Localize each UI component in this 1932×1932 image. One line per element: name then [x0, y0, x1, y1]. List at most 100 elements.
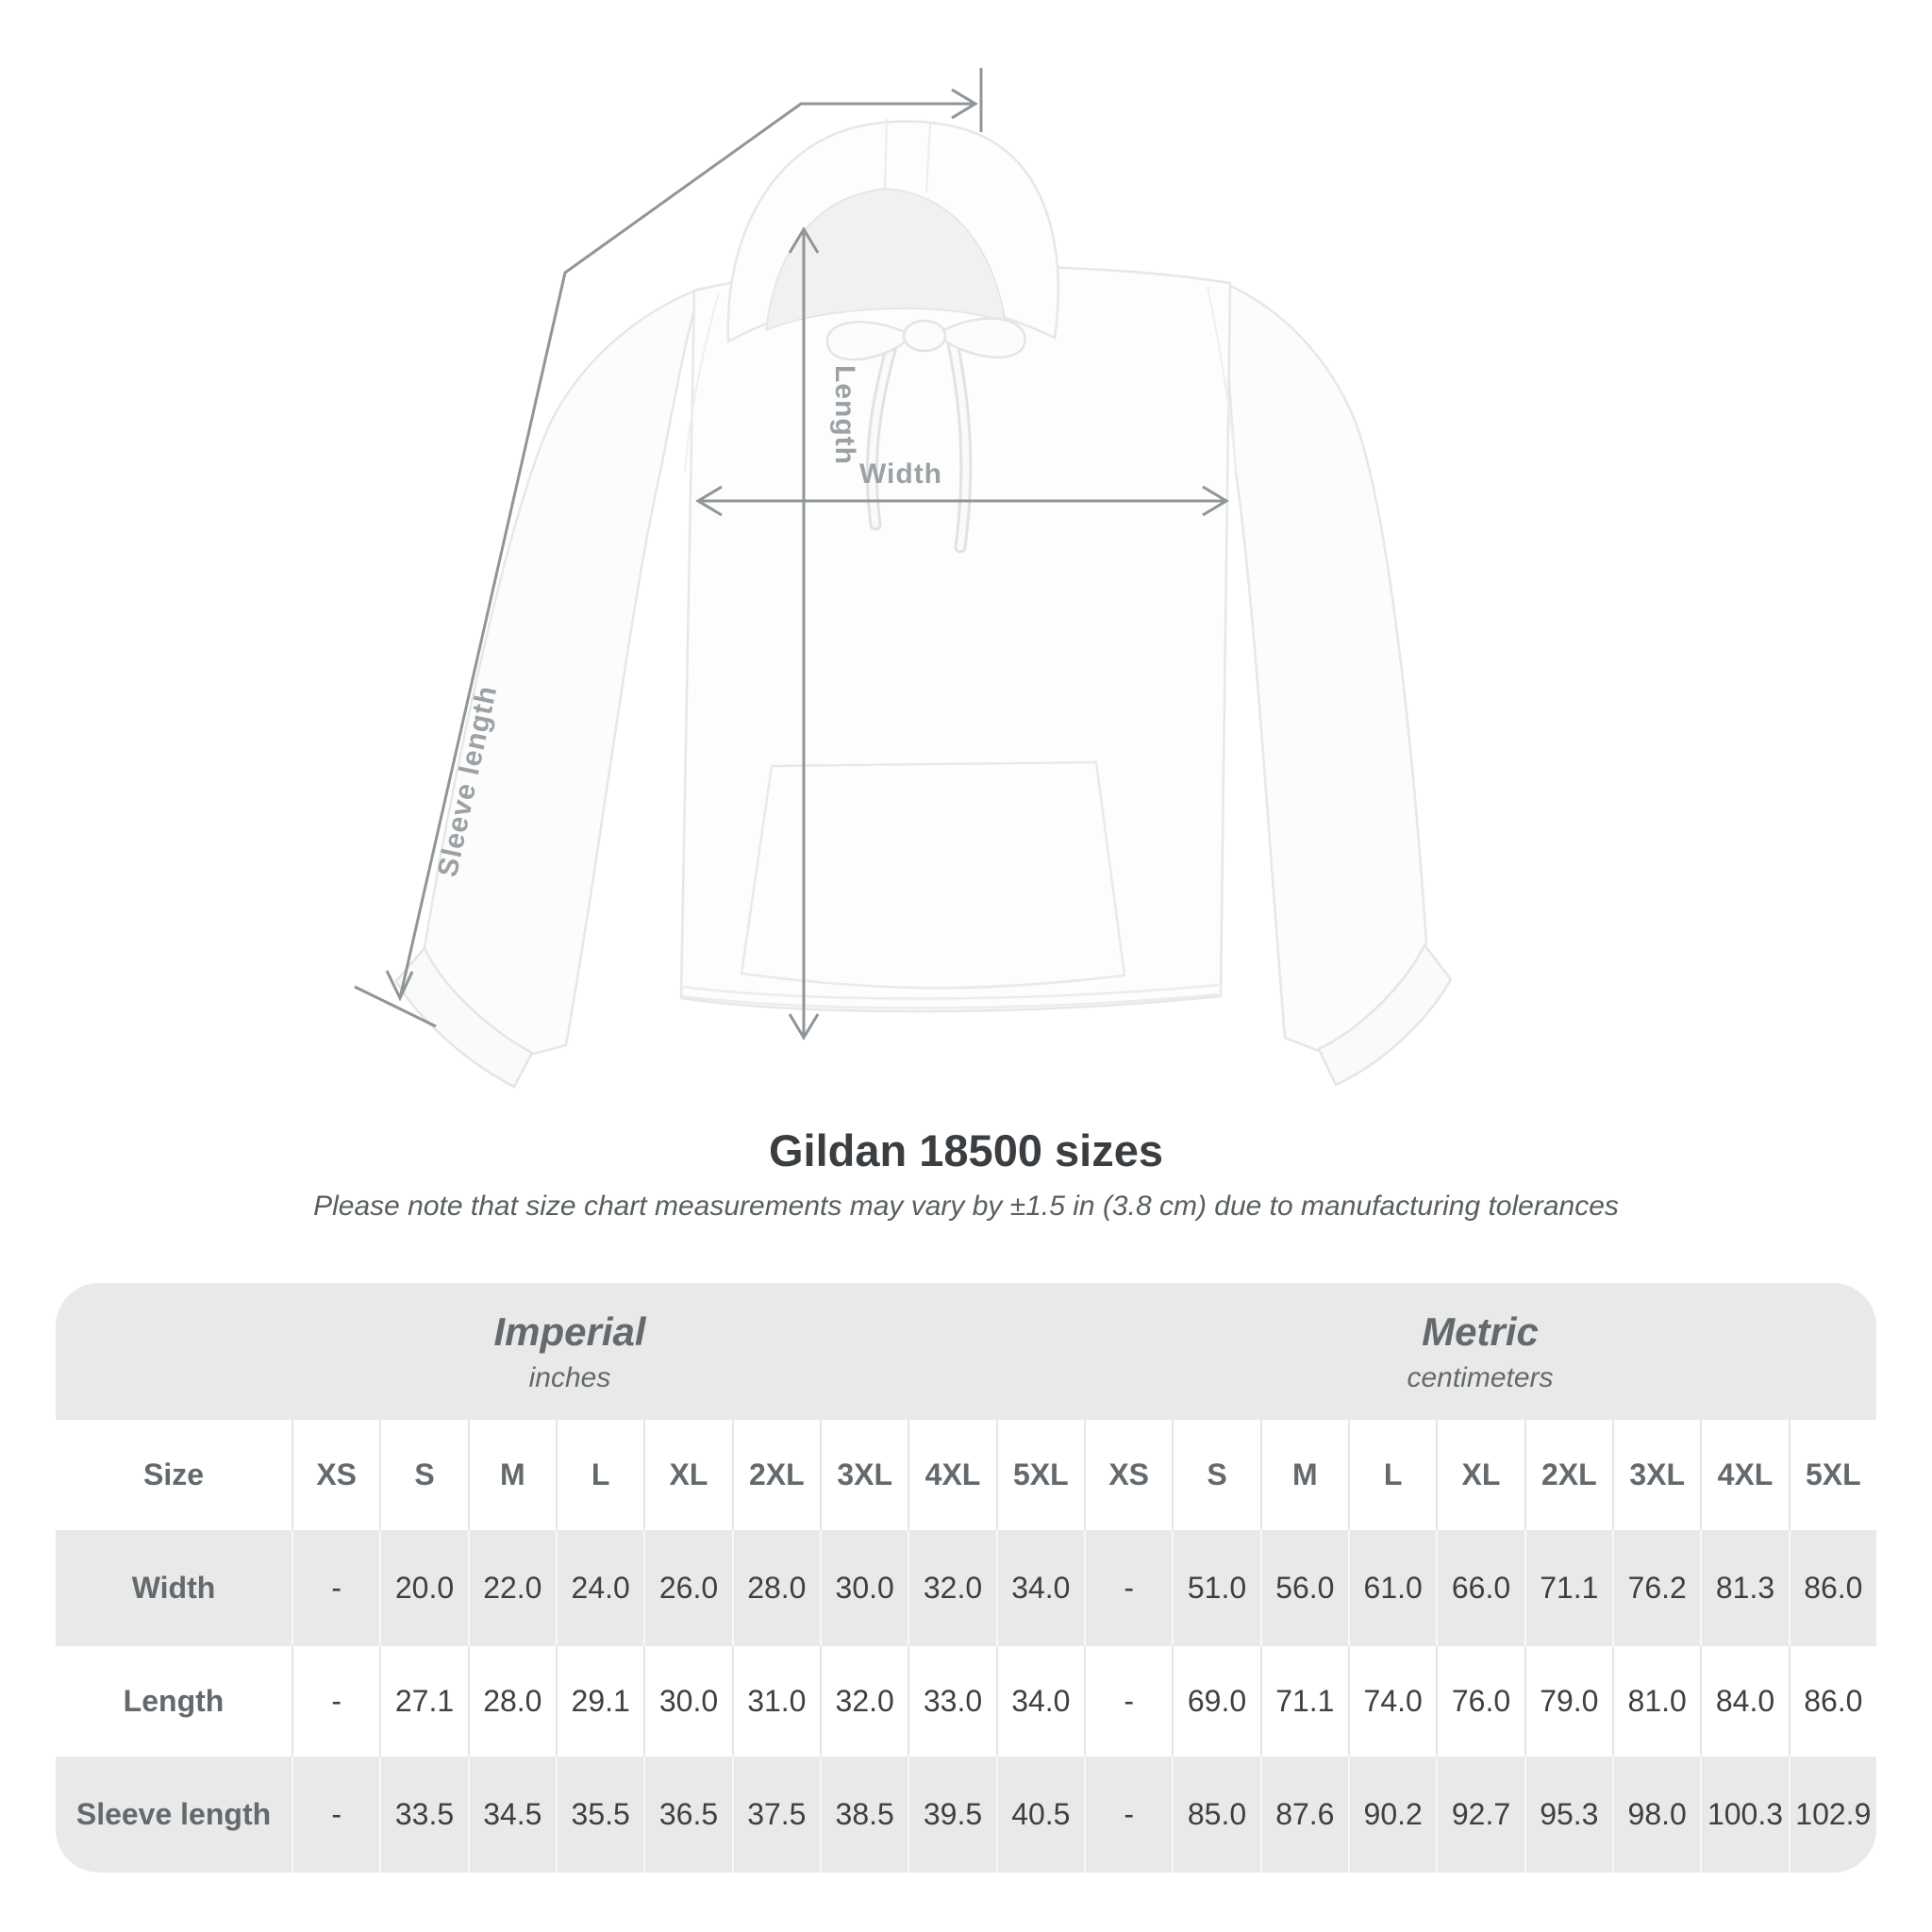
row-label: Width: [131, 1571, 216, 1605]
size-col-header-metric: M: [1259, 1420, 1348, 1530]
page-title: Gildan 18500 sizes: [768, 1125, 1164, 1175]
size-col-header-metric: XS: [1084, 1420, 1172, 1530]
value-cell-imperial: -: [291, 1646, 379, 1757]
value-cell-metric: 71.1: [1524, 1530, 1612, 1646]
right-armhole-seam: [1207, 286, 1237, 473]
sleeve-length-line: [398, 102, 975, 999]
value-cell-imperial: 33.5: [379, 1757, 467, 1873]
width-arrow-right-icon: [1202, 485, 1229, 517]
size-col-header-imperial: L: [556, 1420, 643, 1530]
size-col-header-imperial: 4XL: [908, 1420, 995, 1530]
sleeve-length-arrow-right-icon: [951, 88, 978, 120]
value-cell-imperial: 28.0: [467, 1646, 556, 1757]
value-cell-imperial: 30.0: [820, 1530, 908, 1646]
hoodie-hem-stitch-upper: [682, 983, 1220, 1000]
value-cell-metric: 81.3: [1700, 1530, 1788, 1646]
value-cell-metric: 92.7: [1436, 1757, 1524, 1873]
size-column-title: Size: [142, 1457, 205, 1491]
value-cell-imperial: 26.0: [643, 1530, 731, 1646]
value-cell-imperial: 38.5: [820, 1757, 908, 1873]
value-cell-imperial: 40.5: [995, 1757, 1084, 1873]
metric-unit: centimeters: [1407, 1361, 1554, 1393]
value-cell-metric: 56.0: [1259, 1530, 1348, 1646]
value-cell-imperial: 35.5: [556, 1757, 643, 1873]
size-col-header-metric: S: [1172, 1420, 1259, 1530]
width-arrow-left-icon: [695, 485, 723, 517]
size-col-header-metric: 5XL: [1788, 1420, 1876, 1530]
size-col-header-metric: 2XL: [1524, 1420, 1612, 1530]
value-cell-imperial: 36.5: [643, 1757, 731, 1873]
value-cell-metric: 90.2: [1348, 1757, 1436, 1873]
sleeve-length-arrow-bottom-icon: [385, 970, 414, 1002]
size-col-header-imperial: XS: [291, 1420, 379, 1530]
value-cell-metric: 71.1: [1259, 1646, 1348, 1757]
value-cell-metric: 79.0: [1524, 1646, 1612, 1757]
value-cell-metric: -: [1084, 1646, 1172, 1757]
left-armhole-seam: [684, 291, 720, 473]
row-label: Length: [123, 1684, 225, 1718]
width-row: Width -20.0 22.0 24.0 26.0 28.0 30.0 32.0 34.0-5…: [56, 1530, 1876, 1646]
size-col-header-metric: L: [1348, 1420, 1436, 1530]
row-label: Sleeve length: [75, 1797, 272, 1831]
drawstring-bow-right-loop: [941, 317, 1026, 359]
drawstring-bow-left-loop: [825, 321, 908, 361]
value-cell-imperial: 22.0: [467, 1530, 556, 1646]
value-cell-metric: 74.0: [1348, 1646, 1436, 1757]
value-cell-metric: 85.0: [1172, 1757, 1259, 1873]
metric-label: Metric: [1422, 1308, 1539, 1354]
imperial-group-header: Imperial inches: [56, 1283, 1084, 1420]
value-cell-imperial: 20.0: [379, 1530, 467, 1646]
length-arrow-down-icon: [788, 1013, 820, 1041]
hoodie-illustration: [394, 118, 1453, 1089]
size-col-header-imperial: S: [379, 1420, 467, 1530]
value-cell-metric: 61.0: [1348, 1530, 1436, 1646]
metric-group-header: Metric centimeters: [1084, 1283, 1876, 1420]
width-label: Width: [859, 458, 942, 490]
value-cell-metric: 84.0: [1700, 1646, 1788, 1757]
value-cell-imperial: 34.0: [995, 1530, 1084, 1646]
value-cell-metric: 87.6: [1259, 1757, 1348, 1873]
value-cell-metric: 86.0: [1788, 1646, 1876, 1757]
value-cell-imperial: 29.1: [556, 1646, 643, 1757]
value-cell-metric: 100.3: [1700, 1757, 1788, 1873]
imperial-unit: inches: [528, 1361, 611, 1393]
imperial-label: Imperial: [493, 1308, 646, 1354]
hood-side-seam: [925, 122, 931, 193]
length-label: Length: [829, 365, 860, 465]
value-cell-metric: 76.2: [1612, 1530, 1700, 1646]
size-chart-table: Imperial inches Metric centimeters Size X…: [56, 1283, 1876, 1873]
value-cell-metric: 69.0: [1172, 1646, 1259, 1757]
value-cell-imperial: 32.0: [908, 1530, 995, 1646]
value-cell-metric: 51.0: [1172, 1530, 1259, 1646]
size-header-row: Size XS S M L XL 2XL 3XL 4XL 5XL XS S M L XL 2XL 3XL 4XL 5…: [56, 1420, 1876, 1530]
measurement-lines: [354, 68, 1229, 1041]
value-cell-imperial: -: [291, 1530, 379, 1646]
tolerance-note: Please note that size chart measurements…: [313, 1191, 1619, 1222]
length-arrow-up-icon: [788, 226, 820, 254]
value-cell-metric: -: [1084, 1757, 1172, 1873]
hoodie-right-sleeve: [1223, 281, 1428, 1053]
hood-center-seam: [884, 118, 888, 190]
hoodie-hem-stitch-lower: [681, 992, 1220, 1009]
size-col-header-metric: 3XL: [1612, 1420, 1700, 1530]
hoodie-left-cuff: [394, 945, 534, 1089]
value-cell-imperial: -: [291, 1757, 379, 1873]
hoodie-measurement-diagram: Sleeve length Length Width: [354, 68, 1453, 1089]
value-cell-imperial: 28.0: [731, 1530, 820, 1646]
unit-header-band: Imperial inches Metric centimeters: [56, 1283, 1876, 1420]
drawstring-knot: [902, 319, 947, 353]
drawstring-right-highlight: [947, 330, 970, 551]
size-col-header-imperial: M: [467, 1420, 556, 1530]
size-col-header-imperial: 5XL: [995, 1420, 1084, 1530]
size-col-header-metric: 4XL: [1700, 1420, 1788, 1530]
value-cell-imperial: 24.0: [556, 1530, 643, 1646]
size-col-header-imperial: 3XL: [820, 1420, 908, 1530]
value-cell-imperial: 30.0: [643, 1646, 731, 1757]
value-cell-metric: 81.0: [1612, 1646, 1700, 1757]
sleeve-length-bottom-tick: [354, 985, 437, 1028]
value-cell-metric: 86.0: [1788, 1530, 1876, 1646]
value-cell-imperial: 34.5: [467, 1757, 556, 1873]
hoodie-pocket: [740, 760, 1126, 990]
value-cell-imperial: 27.1: [379, 1646, 467, 1757]
